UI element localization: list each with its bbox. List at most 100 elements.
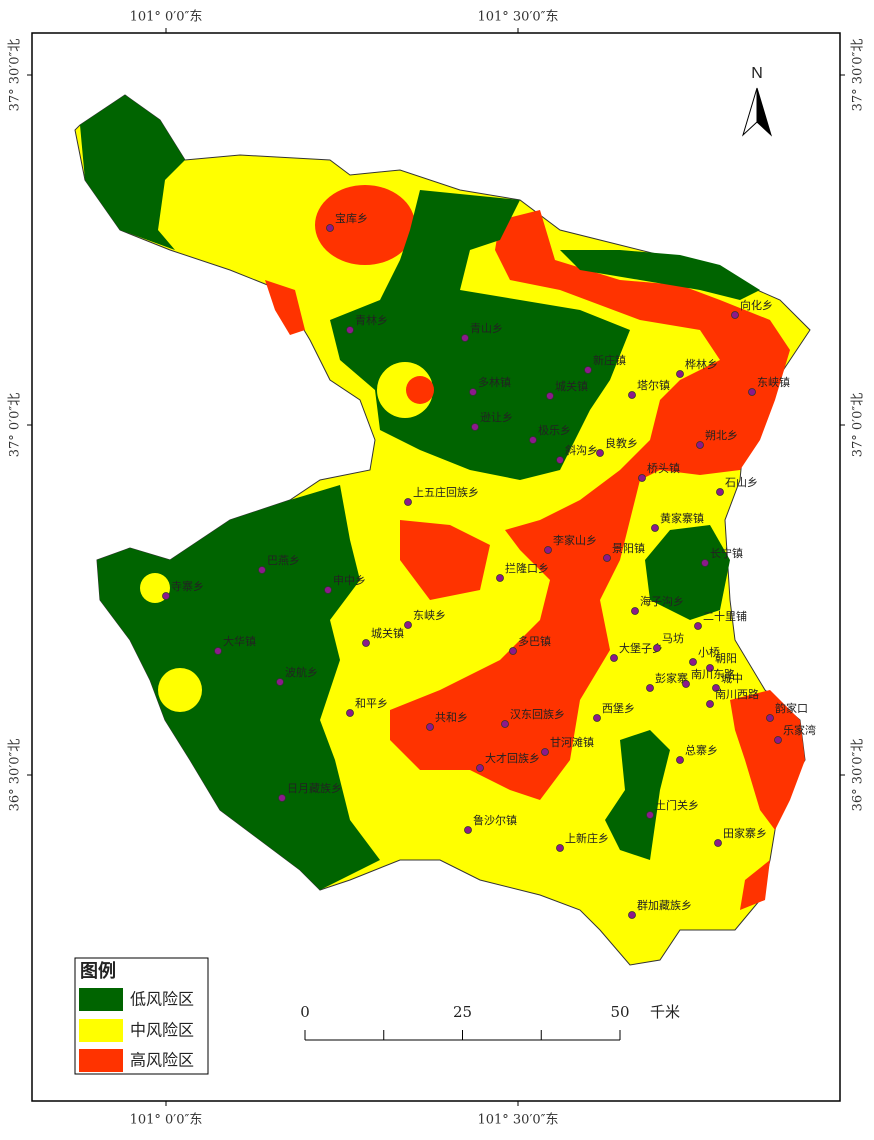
place-marker bbox=[628, 911, 636, 919]
place-label: 小桥 bbox=[698, 646, 720, 659]
place-marker bbox=[162, 592, 170, 600]
red-patch bbox=[740, 860, 770, 910]
north-label: N bbox=[751, 65, 763, 82]
place-label: 共和乡 bbox=[435, 711, 468, 724]
place-marker bbox=[603, 554, 611, 562]
place-label: 土门关乡 bbox=[655, 798, 699, 812]
place-marker bbox=[748, 388, 756, 396]
place-label: 总寨乡 bbox=[685, 743, 718, 757]
place-marker bbox=[584, 366, 592, 374]
place-marker bbox=[556, 844, 564, 852]
place-marker bbox=[346, 326, 354, 334]
place-label: 上五庄回族乡 bbox=[413, 485, 479, 499]
place-label: 南川东路 bbox=[691, 668, 735, 681]
legend-label: 高风险区 bbox=[130, 1051, 194, 1070]
place-marker bbox=[404, 621, 412, 629]
place-marker bbox=[346, 709, 354, 717]
place-label: 桥头镇 bbox=[647, 461, 680, 475]
scale-tick-label: 50 bbox=[610, 1003, 629, 1021]
place-label: 极乐乡 bbox=[538, 423, 571, 437]
longitude-label: 101° 30′0″东 bbox=[477, 10, 558, 25]
place-label: 塔尔镇 bbox=[637, 378, 670, 392]
latitude-label: 36° 30′0″北 bbox=[8, 739, 23, 812]
place-marker bbox=[544, 546, 552, 554]
place-marker bbox=[556, 456, 564, 464]
place-marker bbox=[774, 736, 782, 744]
place-label: 群加藏族乡 bbox=[637, 898, 692, 912]
place-label: 桦林乡 bbox=[685, 357, 718, 371]
place-marker bbox=[682, 680, 690, 688]
yellow-patch bbox=[377, 362, 433, 418]
place-label: 大华镇 bbox=[223, 634, 256, 648]
place-marker bbox=[529, 436, 537, 444]
place-label: 南川西路 bbox=[715, 688, 759, 701]
place-marker bbox=[676, 370, 684, 378]
place-label: 黄家寨镇 bbox=[660, 511, 704, 525]
place-marker bbox=[689, 658, 697, 666]
place-label: 西堡乡 bbox=[602, 701, 635, 715]
place-label: 城关镇 bbox=[555, 379, 588, 393]
place-label: 田家寨乡 bbox=[723, 826, 767, 840]
longitude-label: 101° 0′0″东 bbox=[130, 10, 203, 25]
place-marker bbox=[714, 839, 722, 847]
place-marker bbox=[716, 488, 724, 496]
green-patch bbox=[80, 95, 185, 250]
place-marker bbox=[628, 391, 636, 399]
place-marker bbox=[214, 647, 222, 655]
legend-label: 低风险区 bbox=[130, 990, 194, 1009]
legend-swatch bbox=[79, 1019, 123, 1042]
place-marker bbox=[653, 644, 661, 652]
legend-box bbox=[74, 957, 209, 1075]
place-marker bbox=[731, 311, 739, 319]
place-label: 马坊 bbox=[662, 631, 684, 645]
place-marker bbox=[362, 639, 370, 647]
place-label: 和平乡 bbox=[355, 697, 388, 710]
place-label: 多林镇 bbox=[478, 375, 511, 389]
place-label: 大堡子乡 bbox=[619, 641, 663, 655]
place-marker bbox=[476, 764, 484, 772]
place-marker bbox=[469, 388, 477, 396]
place-label: 斜沟乡 bbox=[565, 444, 598, 457]
place-label: 多巴镇 bbox=[518, 634, 551, 648]
latitude-label: 36° 30′0″北 bbox=[851, 739, 866, 812]
place-label: 向化乡 bbox=[740, 298, 773, 312]
risk-map bbox=[74, 94, 811, 966]
latitude-label: 37° 0′0″北 bbox=[851, 393, 866, 458]
place-label: 东峡乡 bbox=[413, 608, 446, 622]
place-label: 拦隆口乡 bbox=[505, 561, 549, 575]
red-patch bbox=[400, 520, 490, 600]
place-marker bbox=[496, 574, 504, 582]
scale-unit: 千米 bbox=[650, 1003, 680, 1021]
place-marker bbox=[324, 586, 332, 594]
place-marker bbox=[610, 654, 618, 662]
place-label: 朔北乡 bbox=[705, 429, 738, 442]
place-label: 波航乡 bbox=[285, 665, 318, 679]
yellow-patch bbox=[158, 668, 202, 712]
red-patch bbox=[730, 690, 805, 830]
green-patch bbox=[560, 250, 760, 300]
place-marker bbox=[646, 811, 654, 819]
legend-title: 图例 bbox=[80, 960, 116, 982]
green-patch bbox=[605, 730, 670, 860]
red-patch bbox=[265, 280, 305, 335]
place-marker bbox=[546, 392, 554, 400]
longitude-label: 101° 30′0″东 bbox=[477, 1113, 558, 1128]
place-marker bbox=[276, 678, 284, 686]
place-label: 石山乡 bbox=[725, 476, 758, 489]
place-label: 鲁沙尔镇 bbox=[473, 813, 517, 827]
red-patch bbox=[390, 210, 790, 800]
place-marker bbox=[461, 334, 469, 342]
place-label: 申中乡 bbox=[333, 574, 366, 587]
place-marker bbox=[593, 714, 601, 722]
place-label: 东峡镇 bbox=[757, 375, 790, 389]
place-marker bbox=[676, 756, 684, 764]
place-label: 大才回族乡 bbox=[485, 751, 540, 765]
place-label: 彭家寨 bbox=[655, 671, 688, 685]
latitude-label: 37° 30′0″北 bbox=[8, 39, 23, 112]
high-risk bbox=[265, 185, 805, 910]
latitude-label: 37° 0′0″北 bbox=[8, 393, 23, 458]
scale-bar: 千米 0 25 50 bbox=[300, 1003, 680, 1041]
place-label: 新庄镇 bbox=[593, 353, 626, 367]
